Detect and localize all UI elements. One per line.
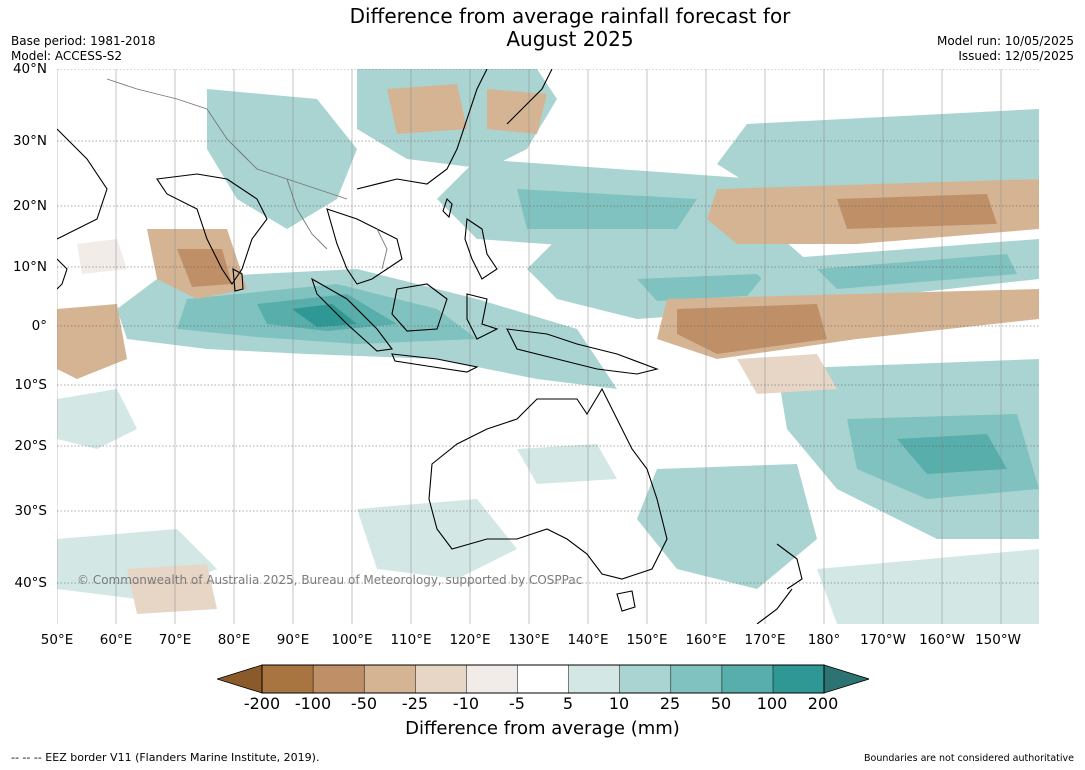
- sumatra-coast: [311, 277, 394, 352]
- lon-label-130e: 130°E: [508, 632, 550, 648]
- colorbar-box: [568, 664, 621, 694]
- dry-anomaly-layer: [57, 84, 1039, 614]
- boundaries-note: Boundaries are not considered authoritat…: [864, 753, 1074, 764]
- lon-label-120e: 120°E: [449, 632, 491, 648]
- taiwan-coast: [442, 197, 453, 219]
- lon-label-50e: 50°E: [40, 632, 74, 648]
- lon-label-70e: 70°E: [158, 632, 192, 648]
- issued-label: Issued: 12/05/2025: [958, 49, 1074, 63]
- lon-label-110e: 110°E: [390, 632, 432, 648]
- base-period-label: Base period: 1981-2018: [11, 34, 156, 48]
- tasmania-coast: [616, 590, 636, 612]
- colorbar-tick-200: 200: [807, 694, 839, 713]
- lat-label-20n: 20°N: [12, 198, 47, 214]
- lon-label-160w: 160°W: [919, 632, 965, 648]
- lon-label-150w: 150°W: [975, 632, 1021, 648]
- copyright-notice: © Commonwealth of Australia 2025, Bureau…: [77, 573, 583, 587]
- title-line-1: Difference from average rainfall forecas…: [349, 4, 791, 28]
- colorbar-tick-10: 10: [608, 694, 630, 713]
- philippines-coast: [464, 218, 498, 280]
- lat-label-40n: 40°N: [12, 61, 47, 77]
- lon-label-100e: 100°E: [331, 632, 373, 648]
- australia-coast: [428, 387, 668, 580]
- lat-label-30s: 30°S: [14, 503, 48, 519]
- colorbar-box: [466, 664, 519, 694]
- colorbar-box: [363, 664, 417, 694]
- colorbar-box: [619, 664, 672, 694]
- coastlines: [57, 69, 803, 624]
- rainfall-map: [57, 69, 1039, 624]
- lon-label-180: 180°: [807, 632, 841, 648]
- colorbar-tick-100: 100: [756, 694, 788, 713]
- lon-label-150e: 150°E: [626, 632, 668, 648]
- lon-label-160e: 160°E: [685, 632, 727, 648]
- lat-label-30n: 30°N: [12, 133, 47, 149]
- colorbar-tick-neg50: -50: [350, 694, 378, 713]
- lat-label-0: 0°: [31, 318, 47, 334]
- colorbar-box: [721, 664, 774, 694]
- new-zealand-coast: [756, 543, 803, 624]
- colorbar-box: [312, 664, 365, 694]
- lat-label-10n: 10°N: [12, 259, 47, 275]
- arabia-coast: [57, 128, 108, 240]
- india-coast: [156, 173, 268, 285]
- colorbar-tick-neg100: -100: [294, 694, 332, 713]
- new-guinea-coast: [506, 328, 659, 375]
- lon-label-80e: 80°E: [217, 632, 251, 648]
- lat-label-10s: 10°S: [14, 377, 48, 393]
- model-run-label: Model run: 10/05/2025: [936, 34, 1074, 48]
- china-coast: [356, 69, 488, 190]
- colorbar: [217, 664, 869, 694]
- lon-label-90e: 90°E: [276, 632, 310, 648]
- colorbar-tick-25: 25: [659, 694, 681, 713]
- lat-label-20s: 20°S: [14, 438, 48, 454]
- japan-coast: [506, 69, 553, 125]
- colorbar-box: [670, 664, 723, 694]
- colorbar-box: [261, 664, 314, 694]
- borneo-coast: [391, 283, 448, 332]
- colorbar-tick-neg10: -10: [452, 694, 480, 713]
- africa-horn-coast: [57, 258, 68, 290]
- colorbar-box: [517, 664, 570, 694]
- lon-label-170e: 170°E: [744, 632, 786, 648]
- model-label: Model: ACCESS-S2: [11, 49, 123, 63]
- eez-note: -- -- -- EEZ border V11 (Flanders Marine…: [11, 751, 320, 764]
- country-borders: [106, 78, 388, 270]
- sulawesi-coast: [466, 293, 499, 340]
- colorbar-extend-low: [217, 664, 263, 694]
- colorbar-tick-5: 5: [562, 694, 574, 713]
- colorbar-tick-neg200: -200: [243, 694, 281, 713]
- meridians: [57, 69, 1002, 624]
- colorbar-tick-50: 50: [710, 694, 732, 713]
- lon-label-60e: 60°E: [99, 632, 133, 648]
- lon-label-140e: 140°E: [567, 632, 609, 648]
- colorbar-title: Difference from average (mm): [405, 718, 680, 739]
- colorbar-box: [415, 664, 468, 694]
- rainfall-map-svg: [57, 69, 1039, 624]
- lon-label-170w: 170°W: [860, 632, 906, 648]
- colorbar-boxes: [217, 664, 869, 694]
- title-line-2: August 2025: [506, 27, 634, 51]
- sri-lanka-coast: [232, 268, 244, 292]
- indochina-coast: [326, 208, 403, 285]
- java-coast: [391, 353, 479, 373]
- graticule: [57, 69, 1039, 584]
- lat-label-40s: 40°S: [14, 575, 48, 591]
- colorbar-tick-neg5: -5: [509, 694, 525, 713]
- colorbar-extend-high: [823, 664, 869, 694]
- map-title: Difference from average rainfall forecas…: [270, 5, 870, 51]
- colorbar-tick-neg25: -25: [401, 694, 429, 713]
- wet-anomaly-layer: [57, 69, 1039, 624]
- colorbar-box: [772, 664, 825, 694]
